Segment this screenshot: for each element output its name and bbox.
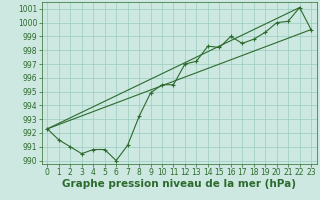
X-axis label: Graphe pression niveau de la mer (hPa): Graphe pression niveau de la mer (hPa) — [62, 179, 296, 189]
